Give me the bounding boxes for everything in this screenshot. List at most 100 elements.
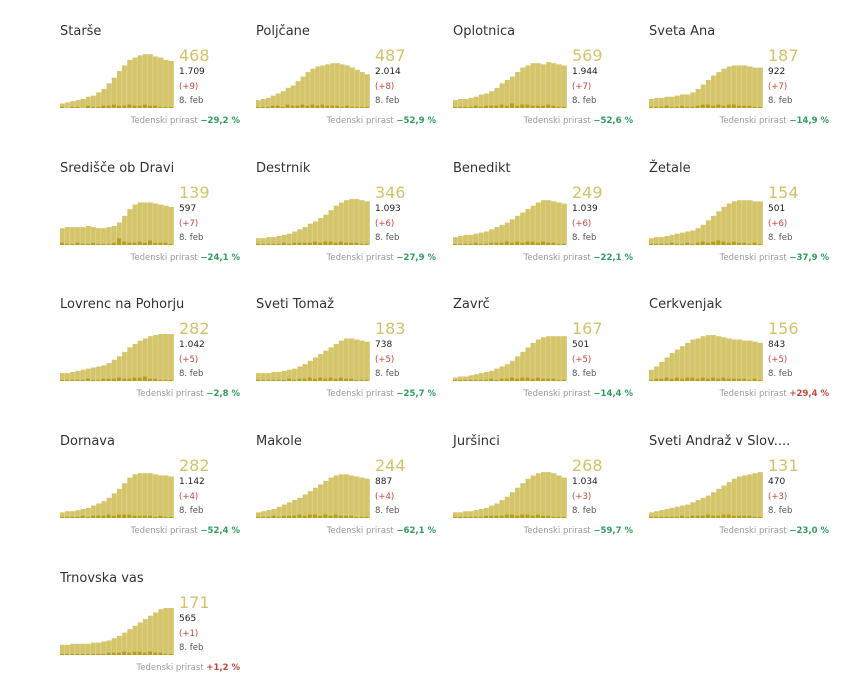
- total-value: 565: [179, 614, 197, 624]
- daily-bar: [70, 379, 75, 381]
- bar: [163, 205, 168, 245]
- daily-bar: [266, 516, 271, 518]
- growth-percent: +1,2 %: [206, 663, 240, 673]
- daily-bar: [80, 243, 85, 245]
- daily-bar: [530, 241, 535, 245]
- daily-bar: [685, 106, 690, 108]
- daily-bar: [127, 242, 132, 245]
- daily-bar: [541, 105, 545, 108]
- bar: [674, 506, 679, 518]
- bar: [111, 638, 116, 655]
- area-fill: [60, 607, 174, 655]
- bar: [280, 91, 285, 108]
- bar: [731, 478, 736, 518]
- daily-bar: [158, 106, 163, 108]
- daily-bar: [122, 651, 127, 655]
- municipality-name: Sveti Tomaž: [256, 297, 334, 312]
- bar: [287, 233, 291, 245]
- growth-percent: −29,2 %: [200, 116, 240, 126]
- bar: [310, 68, 315, 108]
- daily-bar: [91, 379, 95, 381]
- bar: [148, 615, 152, 655]
- bar: [499, 83, 504, 108]
- bar: [473, 510, 478, 518]
- daily-bar: [333, 242, 338, 245]
- bar: [680, 232, 684, 245]
- bar: [706, 220, 710, 245]
- daily-bar: [649, 243, 653, 245]
- daily-bar: [561, 243, 566, 245]
- bar: [561, 336, 566, 381]
- bar: [96, 503, 101, 518]
- bar: [271, 509, 276, 518]
- daily-bar: [300, 104, 305, 108]
- daily-bar: [468, 516, 473, 518]
- daily-bar: [323, 241, 328, 245]
- bar: [307, 223, 312, 245]
- daily-bar: [473, 105, 478, 108]
- bar: [340, 64, 344, 108]
- bar: [80, 227, 85, 245]
- total-value: 1.944: [572, 67, 598, 77]
- municipality-card: Sveti Andraž v Slov.... 131 470 (+3) 8. feb T…: [649, 434, 829, 554]
- daily-bar: [313, 514, 317, 518]
- daily-bar: [674, 106, 679, 108]
- daily-bar: [276, 243, 281, 245]
- bar: [458, 99, 463, 108]
- daily-bar: [742, 242, 747, 245]
- bar: [122, 632, 127, 655]
- total-value: 501: [768, 204, 786, 214]
- daily-bar: [680, 515, 684, 518]
- current-value: 139: [179, 183, 210, 202]
- daily-bar: [711, 377, 716, 381]
- bar: [716, 72, 721, 108]
- bar: [757, 472, 762, 518]
- bar: [265, 97, 270, 108]
- daily-bar: [333, 514, 338, 518]
- daily-bar: [85, 516, 90, 518]
- daily-bar: [122, 105, 127, 108]
- bar: [70, 511, 75, 518]
- daily-bar: [122, 378, 127, 381]
- bar: [122, 483, 127, 518]
- daily-bar: [659, 243, 664, 245]
- delta-value: (+4): [179, 492, 199, 502]
- area-fill: [256, 474, 370, 518]
- current-value: 167: [572, 319, 603, 338]
- bar: [659, 510, 664, 518]
- daily-bar: [111, 242, 116, 245]
- bar: [463, 234, 468, 245]
- weekly-growth: Tedenski prirast −22,1 %: [524, 253, 633, 263]
- daily-bar: [520, 104, 525, 108]
- bar: [525, 209, 530, 245]
- bar: [649, 238, 653, 245]
- bar: [654, 366, 659, 381]
- bar: [60, 228, 64, 245]
- current-value: 156: [768, 319, 799, 338]
- daily-bar: [752, 378, 757, 381]
- daily-bar: [546, 515, 551, 518]
- daily-bar: [163, 242, 168, 245]
- bar: [463, 376, 468, 381]
- bar: [546, 336, 551, 381]
- bar: [117, 222, 121, 245]
- bar: [731, 65, 736, 108]
- area-fill: [649, 472, 763, 518]
- daily-bar: [360, 106, 364, 108]
- bar: [153, 203, 158, 245]
- bar: [499, 366, 504, 381]
- current-value: 187: [768, 46, 799, 65]
- municipality-name: Destrnik: [256, 161, 311, 176]
- bar: [757, 342, 762, 381]
- current-value: 282: [179, 456, 210, 475]
- daily-bar: [261, 243, 266, 245]
- daily-bar: [276, 379, 281, 381]
- bar: [101, 365, 106, 381]
- bar: [664, 357, 669, 381]
- bar: [75, 100, 80, 108]
- bar: [106, 497, 111, 518]
- daily-bar: [711, 241, 716, 245]
- current-value: 468: [179, 46, 210, 65]
- trend-chart: [60, 473, 174, 518]
- bar: [80, 643, 85, 655]
